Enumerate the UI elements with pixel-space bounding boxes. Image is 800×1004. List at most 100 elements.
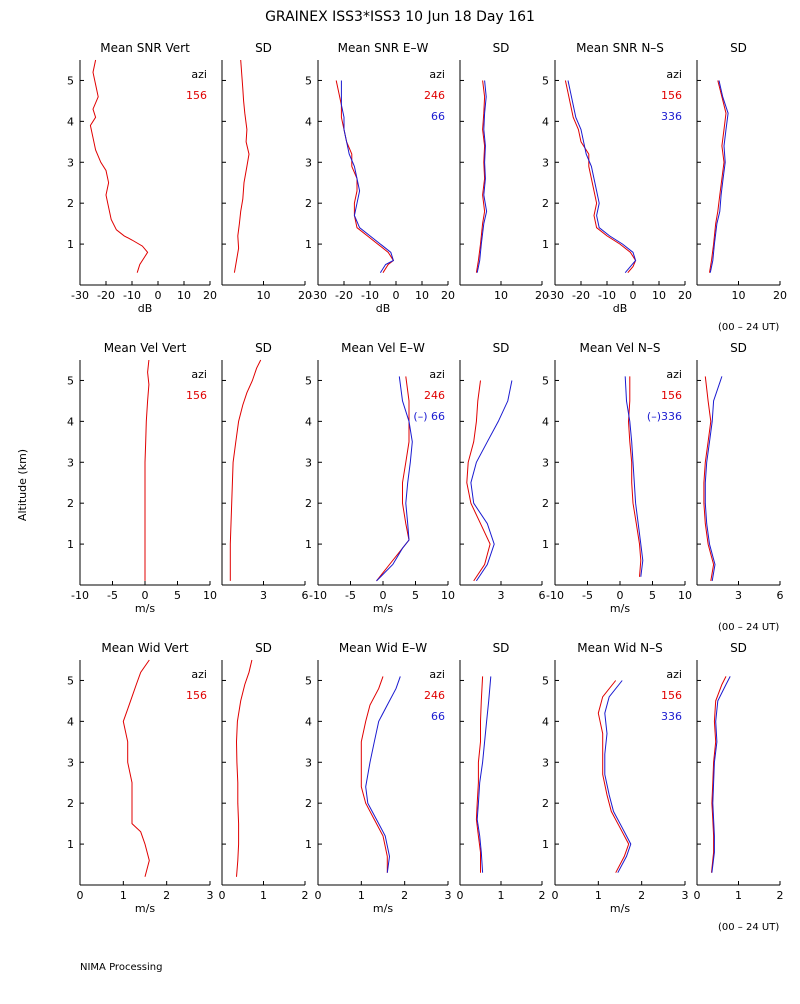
y-tick-label: 1 bbox=[542, 238, 549, 251]
x-tick-label: 10 bbox=[441, 589, 455, 602]
x-tick-label: 1 bbox=[120, 889, 127, 902]
x-tick-label: 2 bbox=[539, 889, 546, 902]
x-tick-label: 10 bbox=[177, 289, 191, 302]
y-tick-label: 3 bbox=[305, 756, 312, 769]
series-line-red bbox=[229, 359, 262, 581]
y-tick-label: 5 bbox=[305, 74, 312, 87]
y-tick-label: 5 bbox=[542, 74, 549, 87]
y-tick-label: 4 bbox=[305, 115, 312, 128]
series-line-red bbox=[89, 59, 149, 273]
y-tick-label: 2 bbox=[305, 497, 312, 510]
y-tick-label: 5 bbox=[67, 374, 74, 387]
x-tick-label: -10 bbox=[598, 289, 616, 302]
legend-entry: 336 bbox=[661, 710, 682, 723]
x-tick-label: 0 bbox=[552, 889, 559, 902]
x-tick-label: -5 bbox=[107, 589, 118, 602]
x-tick-label: 2 bbox=[777, 889, 784, 902]
y-tick-label: 4 bbox=[542, 715, 549, 728]
series-line-red bbox=[597, 680, 630, 873]
panel-vel-5: Mean Vel N–S 1 2 3 4 5 -10 -5 0 5 10 m/s azi 156 (–)33… bbox=[542, 341, 692, 615]
legend-entry: 156 bbox=[186, 689, 207, 702]
x-tick-label: 3 bbox=[735, 589, 742, 602]
y-tick-label: 3 bbox=[542, 156, 549, 169]
y-tick-label: 1 bbox=[67, 838, 74, 851]
panel-title: SD bbox=[255, 41, 272, 55]
panel-wid-5: Mean Wid N–S 1 2 3 4 5 0 1 2 3 m/s azi 156 336 bbox=[542, 641, 689, 915]
y-tick-label: 5 bbox=[542, 374, 549, 387]
panel-snr-3: Mean SNR E–W 1 2 3 4 5 -30 -20 -10 0 10 20 dB azi 246 6… bbox=[305, 41, 455, 315]
x-tick-label: 1 bbox=[735, 889, 742, 902]
y-tick-label: 1 bbox=[542, 838, 549, 851]
y-tick-label: 3 bbox=[67, 456, 74, 469]
y-tick-label: 2 bbox=[542, 797, 549, 810]
series-line-blue bbox=[365, 676, 401, 873]
x-tick-label: 3 bbox=[445, 889, 452, 902]
series-line-red bbox=[235, 659, 253, 877]
legend-entry: (–) 66 bbox=[413, 410, 445, 423]
y-tick-label: 4 bbox=[542, 415, 549, 428]
y-tick-label: 1 bbox=[67, 238, 74, 251]
y-tick-label: 1 bbox=[542, 538, 549, 551]
series-line-red bbox=[335, 80, 395, 273]
y-tick-label: 5 bbox=[67, 74, 74, 87]
footer-credit: NIMA Processing bbox=[80, 962, 162, 973]
x-tick-label: 10 bbox=[652, 289, 666, 302]
y-tick-label: 2 bbox=[67, 197, 74, 210]
x-tick-label: 6 bbox=[302, 589, 309, 602]
legend-header: azi bbox=[429, 68, 445, 81]
panel-title: Mean Wid N–S bbox=[577, 641, 662, 655]
y-tick-label: 5 bbox=[542, 674, 549, 687]
y-tick-label: 4 bbox=[67, 415, 74, 428]
x-tick-label: 10 bbox=[203, 589, 217, 602]
series-line-red bbox=[360, 676, 388, 873]
x-tick-label: 10 bbox=[494, 289, 508, 302]
x-tick-label: 2 bbox=[401, 889, 408, 902]
series-line-blue bbox=[624, 376, 644, 577]
legend-entry: 246 bbox=[424, 389, 445, 402]
panel-title: SD bbox=[493, 341, 510, 355]
y-tick-label: 1 bbox=[305, 538, 312, 551]
x-unit-label: dB bbox=[613, 302, 628, 315]
y-tick-label: 4 bbox=[305, 715, 312, 728]
panel-title: SD bbox=[730, 341, 747, 355]
y-tick-label: 3 bbox=[305, 156, 312, 169]
x-tick-label: 0 bbox=[77, 889, 84, 902]
panel-title: Mean SNR E–W bbox=[338, 41, 429, 55]
x-tick-label: -20 bbox=[335, 289, 353, 302]
x-tick-label: 20 bbox=[535, 289, 549, 302]
x-unit-label: m/s bbox=[373, 602, 393, 615]
y-tick-label: 3 bbox=[542, 456, 549, 469]
x-tick-label: 20 bbox=[441, 289, 455, 302]
time-note-row-1: (00 – 24 UT) bbox=[718, 322, 779, 333]
panel-snr-6: SD 10 20 bbox=[696, 41, 787, 302]
panel-snr-2: SD 10 20 bbox=[221, 41, 312, 302]
x-tick-label: -10 bbox=[71, 589, 89, 602]
panel-title: SD bbox=[493, 641, 510, 655]
figure-title: GRAINEX ISS3*ISS3 10 Jun 18 Day 161 bbox=[265, 9, 535, 25]
x-tick-label: 5 bbox=[412, 589, 419, 602]
x-tick-label: 20 bbox=[773, 289, 787, 302]
panel-title: Mean Vel E–W bbox=[341, 341, 425, 355]
x-tick-label: -20 bbox=[97, 289, 115, 302]
panel-title: SD bbox=[255, 341, 272, 355]
legend-entry: 246 bbox=[424, 689, 445, 702]
series-line-red bbox=[564, 80, 637, 274]
series-line-red bbox=[144, 359, 150, 581]
x-tick-label: 5 bbox=[649, 589, 656, 602]
panel-vel-1: Mean Vel Vert 1 2 3 4 5 -10 -5 0 5 10 m/s azi 156 bbox=[67, 341, 217, 615]
x-tick-label: -10 bbox=[361, 289, 379, 302]
x-tick-label: 1 bbox=[595, 889, 602, 902]
x-tick-label: 3 bbox=[682, 889, 689, 902]
legend-entry: 156 bbox=[661, 389, 682, 402]
y-tick-label: 2 bbox=[305, 797, 312, 810]
legend-entry: (–)336 bbox=[647, 410, 682, 423]
x-tick-label: 3 bbox=[260, 589, 267, 602]
x-tick-label: -10 bbox=[309, 589, 327, 602]
panel-title: SD bbox=[493, 41, 510, 55]
legend-entry: 156 bbox=[661, 689, 682, 702]
x-tick-label: 0 bbox=[617, 589, 624, 602]
x-tick-label: -30 bbox=[546, 289, 564, 302]
x-tick-label: 0 bbox=[457, 889, 464, 902]
